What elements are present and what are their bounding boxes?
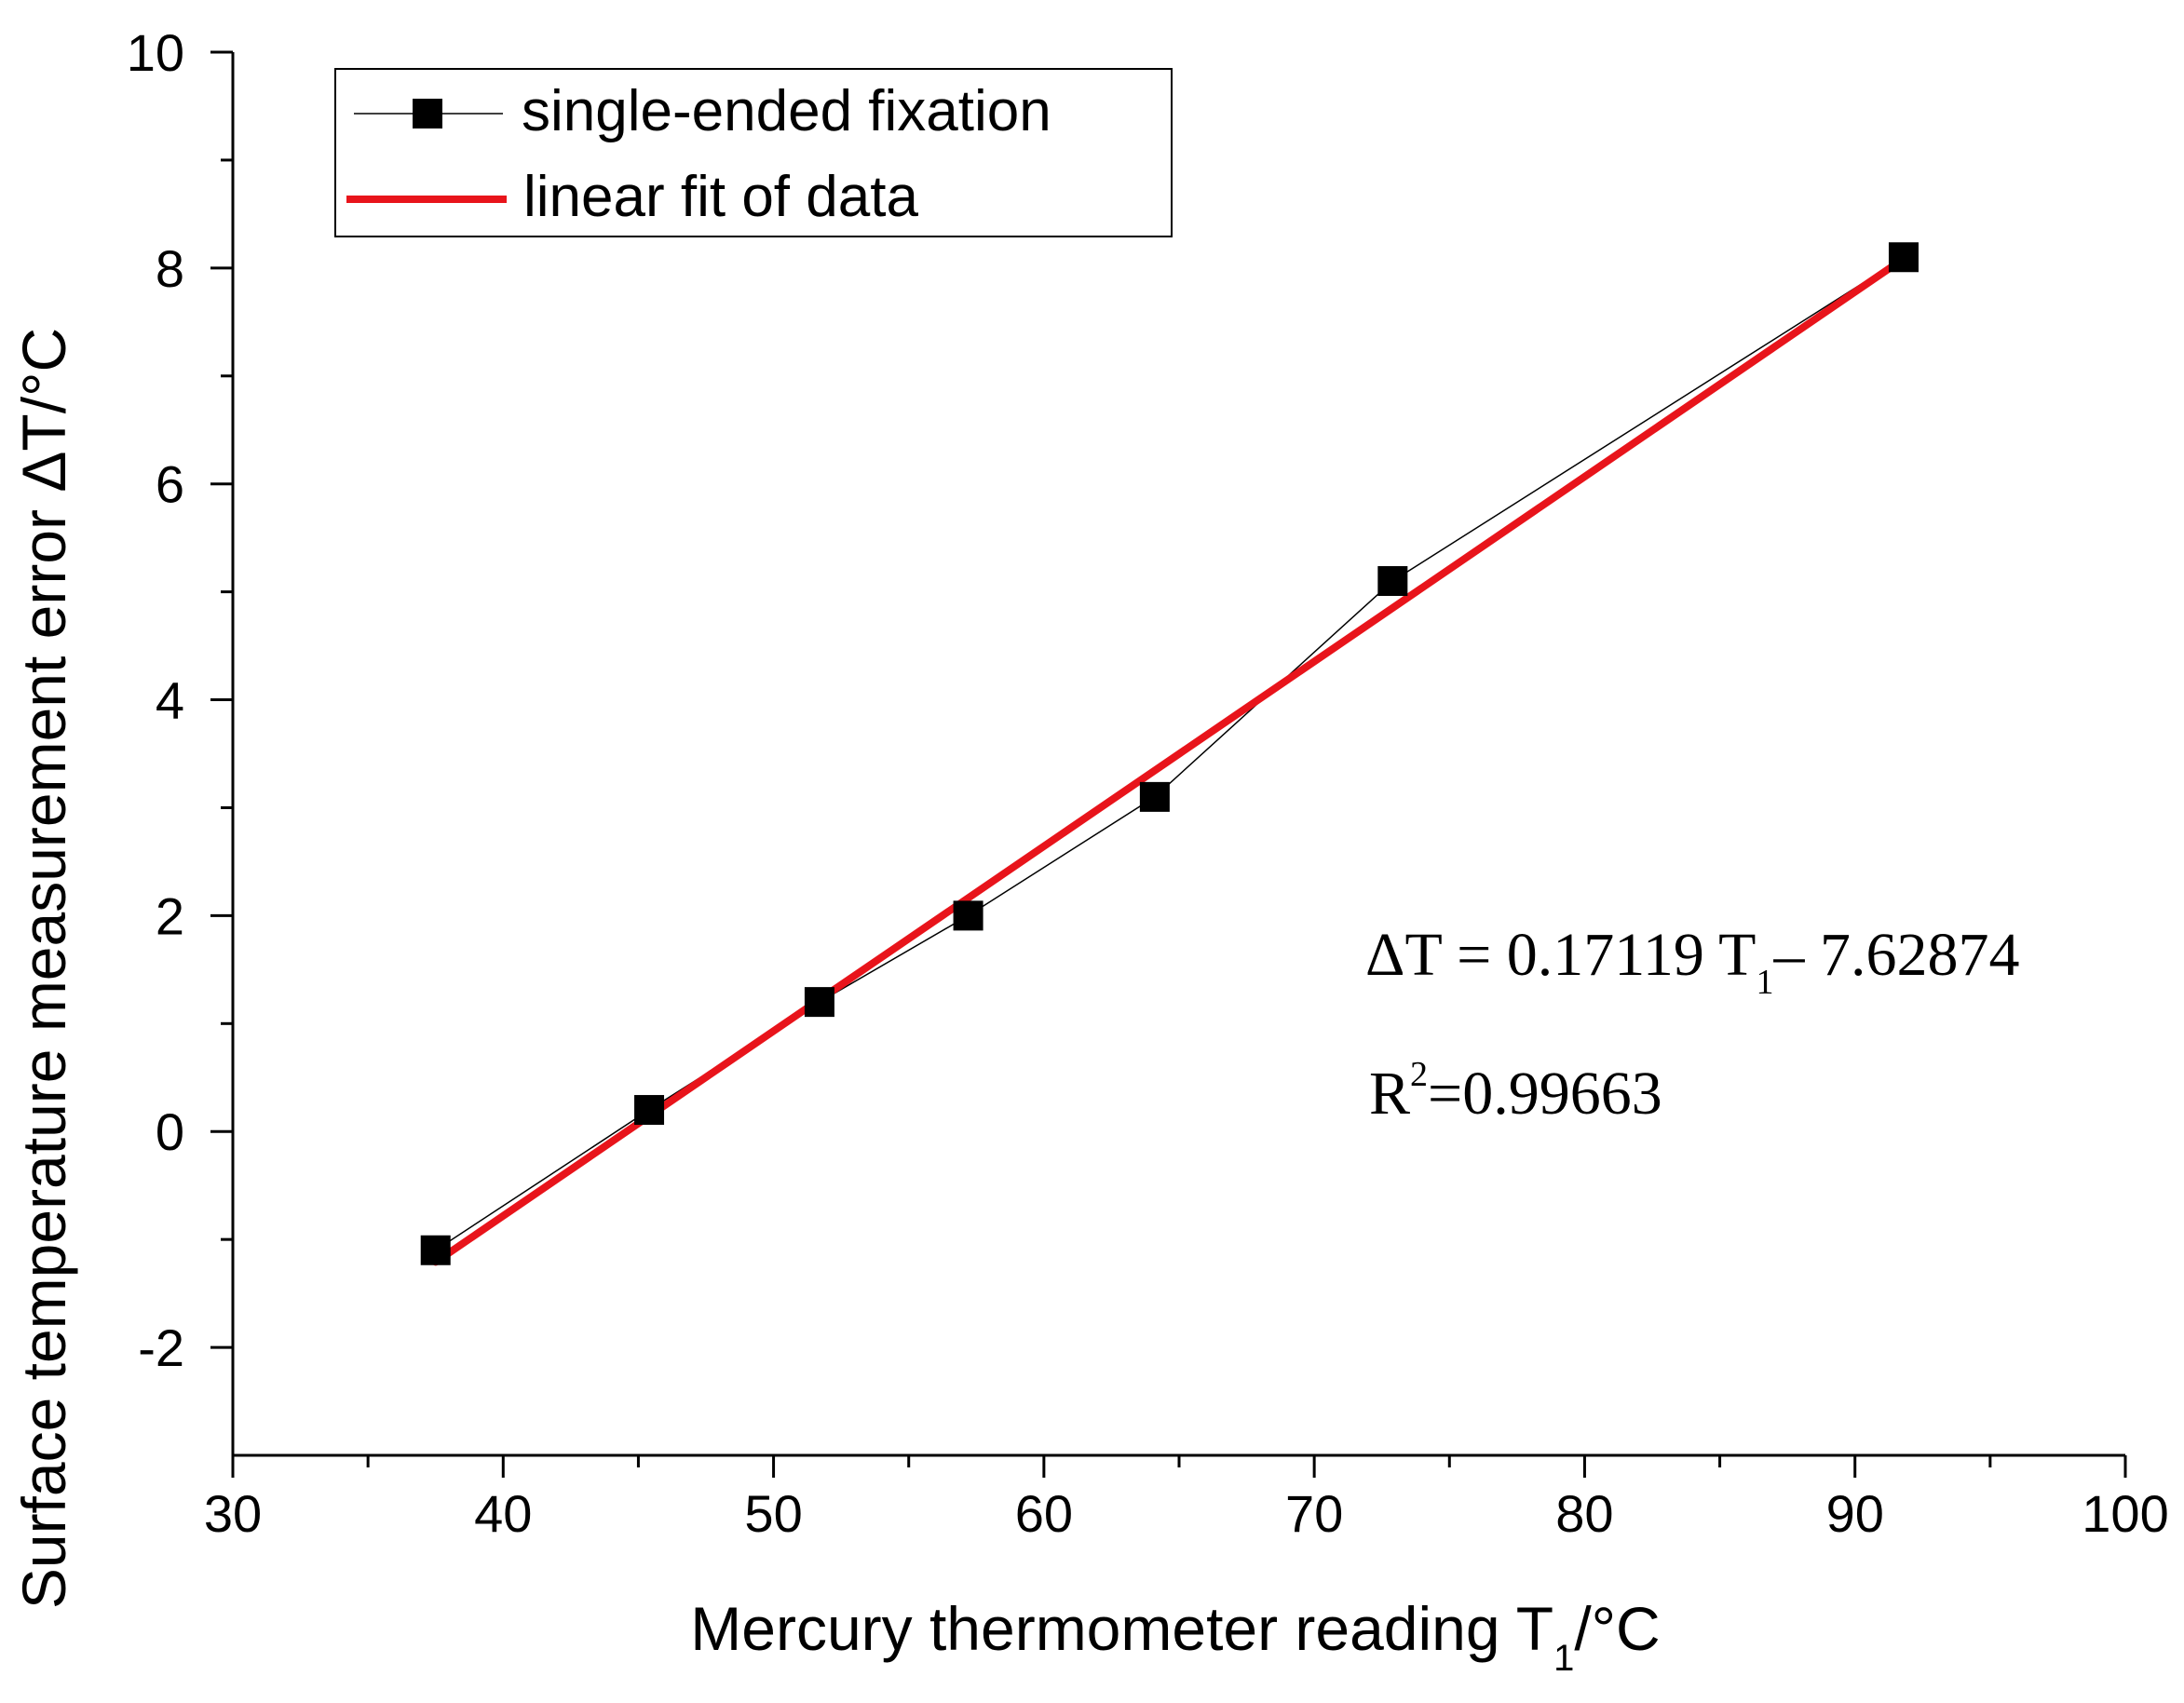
x-axis-title-unit: /°C — [1574, 1594, 1660, 1663]
data-point-marker — [1377, 566, 1408, 597]
x-tick-label: 80 — [1555, 1484, 1613, 1543]
x-tick-label: 70 — [1285, 1484, 1343, 1543]
axes-layer: 30 40 50 60 70 80 90 100 -2 0 2 4 6 8 10 — [127, 23, 2169, 1543]
y-tick-label: -2 — [138, 1318, 184, 1377]
data-point-marker — [953, 900, 983, 931]
r-squared-text: R2=0.99663 — [1369, 1055, 1662, 1128]
x-tick-label: 30 — [204, 1484, 262, 1543]
equation-lhs: ΔT = 0.17119 T — [1365, 921, 1756, 989]
data-point-marker — [804, 987, 834, 1018]
legend-box — [334, 68, 1173, 237]
equation-subscript: 1 — [1756, 963, 1773, 1002]
r-squared-superscript: 2 — [1410, 1055, 1428, 1094]
linear-fit-line — [431, 254, 1907, 1266]
r-squared-label: R — [1369, 1060, 1410, 1128]
data-point-marker — [634, 1095, 665, 1126]
series-layer — [420, 242, 1919, 1266]
x-tick-label: 90 — [1826, 1484, 1884, 1543]
data-point-marker — [420, 1235, 451, 1265]
equation-text: ΔT = 0.17119 T1– 7.62874 — [1365, 921, 2019, 1002]
legend-label-linear-fit: linear fit of data — [523, 165, 918, 229]
x-tick-label: 60 — [1015, 1484, 1073, 1543]
y-tick-label: 0 — [156, 1102, 184, 1161]
y-tick-label: 6 — [156, 455, 184, 514]
y-axis-title: Surface temperature measurement error ΔT… — [9, 328, 78, 1609]
legend-label-single-ended: single-ended fixation — [522, 79, 1051, 143]
data-point-marker — [1888, 242, 1919, 273]
y-tick-label: 4 — [156, 671, 184, 730]
x-tick-label: 40 — [474, 1484, 532, 1543]
legend-square-marker — [413, 99, 442, 128]
y-tick-label: 8 — [156, 239, 184, 298]
legend: single-ended fixation linear fit of data — [334, 68, 1173, 237]
x-axis-title-main: Mercury thermometer reading T — [690, 1594, 1553, 1663]
y-tick-label: 2 — [156, 886, 184, 945]
equation-rhs: – 7.62874 — [1772, 921, 2019, 989]
x-tick-label: 50 — [744, 1484, 802, 1543]
data-point-marker — [1139, 781, 1170, 812]
equation-annotation: ΔT = 0.17119 T1– 7.62874 R2=0.99663 — [1365, 921, 2019, 1128]
y-tick-label: 10 — [127, 23, 184, 82]
x-axis-title-subscript: 1 — [1553, 1638, 1574, 1679]
x-tick-label: 100 — [2082, 1484, 2168, 1543]
r-squared-value: =0.99663 — [1428, 1060, 1662, 1128]
x-axis-title: Mercury thermometer reading T1/°C — [690, 1594, 1660, 1679]
